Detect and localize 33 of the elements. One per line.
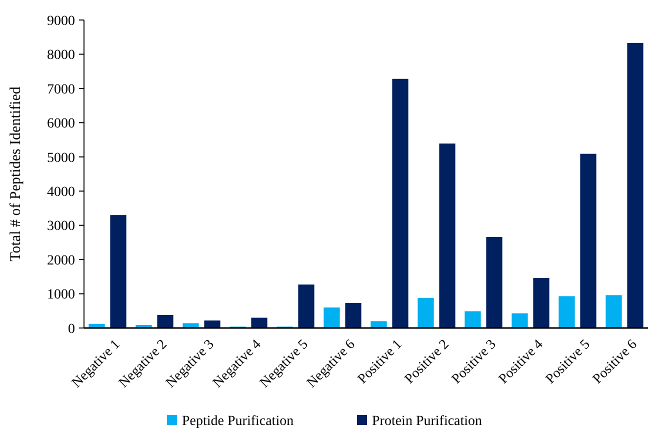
legend-label: Peptide Purification [182,414,294,429]
bar [464,311,481,328]
bar [418,298,434,328]
y-tick-label: 1000 [47,288,75,303]
bar [512,313,528,328]
bar [204,320,220,328]
y-tick-label: 4000 [47,185,75,200]
y-tick-label: 0 [68,322,75,337]
bar [110,215,126,328]
bar [324,307,340,328]
bar [439,144,456,328]
bar [345,303,362,328]
y-tick-label: 6000 [47,116,75,132]
bar [182,323,199,328]
bar [298,284,314,328]
bar [606,295,622,328]
bar [251,318,268,328]
bar [533,278,550,328]
bar [580,154,596,328]
y-axis-title: Total # of Peptides Identified [8,86,24,262]
bar [627,42,644,328]
bar [370,321,387,328]
bar [157,314,174,328]
y-tick-label: 8000 [47,48,75,64]
bar [558,296,575,328]
bar [486,236,502,328]
bar [392,78,408,328]
y-tick-label: 2000 [47,253,75,268]
y-tick-label: 5000 [47,150,75,166]
y-tick-label: 3000 [47,219,75,234]
legend-label: Protein Purification [372,414,482,429]
y-tick-label: 7000 [47,82,75,98]
y-tick-label: 9000 [47,14,75,29]
